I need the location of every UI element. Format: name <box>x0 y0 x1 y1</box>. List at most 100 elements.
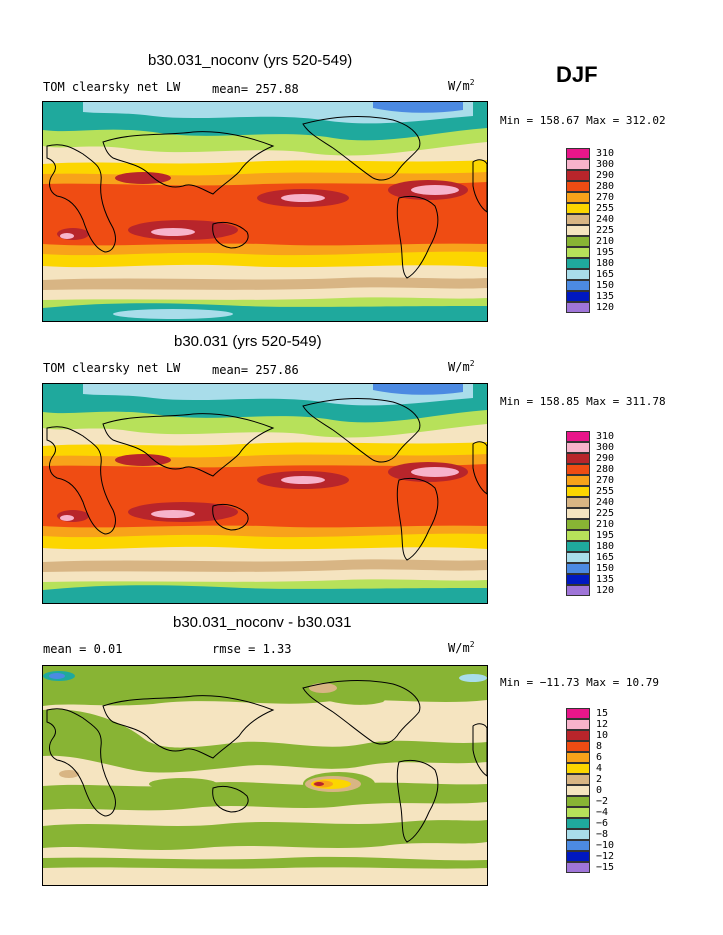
legend-swatch <box>566 247 590 258</box>
legend-label: −8 <box>596 829 609 840</box>
panel-1-title: b30.031_noconv (yrs 520-549) <box>148 52 353 69</box>
legend-swatch <box>566 442 590 453</box>
legend-swatch <box>566 719 590 730</box>
panel-3-title: b30.031_noconv - b30.031 <box>173 614 352 631</box>
panel-1-minmax: Min = 158.67 Max = 312.02 <box>500 114 666 127</box>
panel-2-map <box>42 383 488 604</box>
legend-label: 4 <box>596 763 603 774</box>
legend-swatch <box>566 181 590 192</box>
legend-swatch <box>566 763 590 774</box>
legend-label: −4 <box>596 807 609 818</box>
legend-swatch <box>566 530 590 541</box>
legend-swatch <box>566 269 590 280</box>
legend-swatch <box>566 159 590 170</box>
legend-swatch <box>566 291 590 302</box>
legend-label: 240 <box>596 214 615 225</box>
legend-label: 195 <box>596 530 615 541</box>
legend-label: 180 <box>596 258 615 269</box>
legend-swatch <box>566 862 590 873</box>
legend-swatch <box>566 818 590 829</box>
panel-3-units: W/m2 <box>448 640 475 655</box>
legend-label: 310 <box>596 148 615 159</box>
legend-label: 120 <box>596 302 615 313</box>
legend-swatch <box>566 464 590 475</box>
legend-swatch <box>566 708 590 719</box>
legend-swatch <box>566 585 590 596</box>
legend-label: 255 <box>596 486 615 497</box>
legend-label: 255 <box>596 203 615 214</box>
legend-swatch <box>566 807 590 818</box>
legend-swatch <box>566 170 590 181</box>
legend-label: 180 <box>596 541 615 552</box>
legend-swatch <box>566 730 590 741</box>
legend-swatch <box>566 563 590 574</box>
legend-label: 8 <box>596 741 603 752</box>
legend-swatch <box>566 785 590 796</box>
legend-label: 135 <box>596 291 615 302</box>
legend-label: 0 <box>596 785 603 796</box>
panel-1-units: W/m2 <box>448 78 475 93</box>
legend-swatch <box>566 741 590 752</box>
legend-swatch <box>566 574 590 585</box>
legend-swatch <box>566 453 590 464</box>
legend-swatch <box>566 774 590 785</box>
legend-swatch <box>566 552 590 563</box>
legend-swatch <box>566 752 590 763</box>
legend-label: −2 <box>596 796 609 807</box>
panel-3-rmse: rmse = 1.33 <box>212 642 292 656</box>
legend-swatch <box>566 236 590 247</box>
panel-1-mean: mean= 257.88 <box>212 82 299 96</box>
panel-1-variable: TOM clearsky net LW <box>43 80 181 94</box>
legend-label: 210 <box>596 236 615 247</box>
legend-label: 210 <box>596 519 615 530</box>
legend-swatch <box>566 508 590 519</box>
legend-label: 10 <box>596 730 609 741</box>
panel-2-minmax: Min = 158.85 Max = 311.78 <box>500 395 666 408</box>
legend-label: 300 <box>596 159 615 170</box>
legend-swatch <box>566 796 590 807</box>
panel-2-units: W/m2 <box>448 359 475 374</box>
legend-label: 270 <box>596 475 615 486</box>
legend-label: 270 <box>596 192 615 203</box>
legend-swatch <box>566 541 590 552</box>
legend-label: 300 <box>596 442 615 453</box>
legend-swatch <box>566 203 590 214</box>
legend-label: 165 <box>596 552 615 563</box>
legend-label: −15 <box>596 862 615 873</box>
legend-label: 150 <box>596 280 615 291</box>
panel-3-map <box>42 665 488 886</box>
legend-swatch <box>566 280 590 291</box>
legend-label: 195 <box>596 247 615 258</box>
legend-label: 15 <box>596 708 609 719</box>
legend-swatch <box>566 497 590 508</box>
legend-swatch <box>566 214 590 225</box>
panel-2-mean: mean= 257.86 <box>212 363 299 377</box>
legend-swatch <box>566 302 590 313</box>
panel-1-map <box>42 101 488 322</box>
legend-swatch <box>566 486 590 497</box>
legend-swatch <box>566 851 590 862</box>
legend-label: 165 <box>596 269 615 280</box>
legend-label: −10 <box>596 840 615 851</box>
legend-label: −12 <box>596 851 615 862</box>
legend-swatch <box>566 475 590 486</box>
legend-label: 290 <box>596 170 615 181</box>
legend-swatch <box>566 148 590 159</box>
season-label: DJF <box>556 62 598 87</box>
legend-label: 310 <box>596 431 615 442</box>
legend-label: 12 <box>596 719 609 730</box>
legend-label: 150 <box>596 563 615 574</box>
legend-swatch <box>566 519 590 530</box>
legend-swatch <box>566 431 590 442</box>
panel-2-variable: TOM clearsky net LW <box>43 361 181 375</box>
panel-2-title: b30.031 (yrs 520-549) <box>174 333 322 350</box>
legend-swatch <box>566 192 590 203</box>
legend-label: −6 <box>596 818 609 829</box>
legend-label: 280 <box>596 181 615 192</box>
legend-swatch <box>566 840 590 851</box>
legend-swatch <box>566 225 590 236</box>
legend-swatch <box>566 258 590 269</box>
legend-swatch <box>566 829 590 840</box>
legend-label: 6 <box>596 752 603 763</box>
legend-label: 225 <box>596 508 615 519</box>
